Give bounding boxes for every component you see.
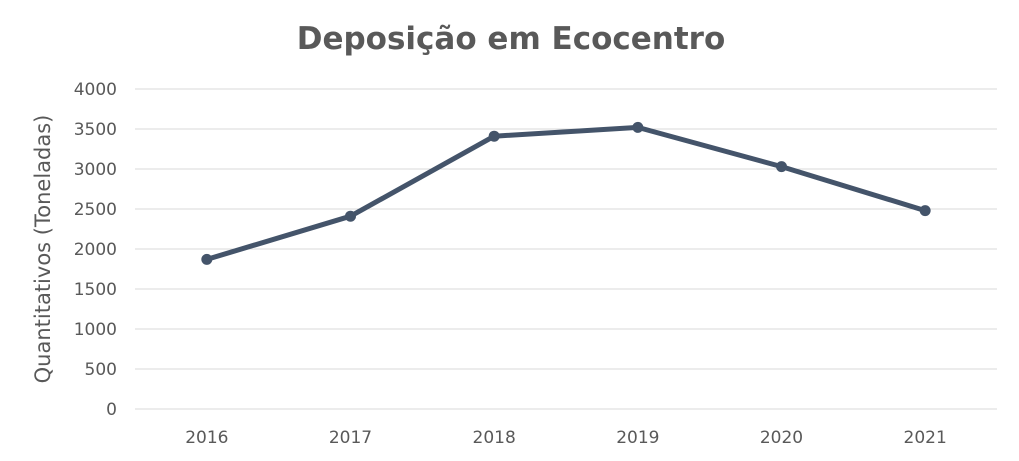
x-axis-ticks: 2016 2017 2018 2019 2020 2021 xyxy=(185,428,947,448)
y-tick-label: 1500 xyxy=(74,280,117,300)
data-point xyxy=(345,210,356,222)
y-axis-label: Quantitativos (Toneladas) xyxy=(31,115,55,384)
series-line xyxy=(204,124,928,262)
chart-title: Deposição em Ecocentro xyxy=(297,21,726,57)
data-point xyxy=(632,121,644,133)
y-tick-label: 500 xyxy=(85,360,117,380)
x-tick-label: 2021 xyxy=(904,428,947,448)
y-tick-label: 0 xyxy=(106,400,117,420)
series-layer xyxy=(201,121,931,265)
y-tick-label: 4000 xyxy=(74,80,117,100)
x-tick-label: 2016 xyxy=(185,428,228,448)
y-tick-label: 1000 xyxy=(74,320,117,340)
gridlines xyxy=(135,88,997,410)
y-tick-label: 3500 xyxy=(74,120,117,140)
x-tick-label: 2020 xyxy=(760,428,803,448)
y-tick-label: 2000 xyxy=(74,240,117,260)
y-tick-label: 2500 xyxy=(74,200,117,220)
x-tick-label: 2019 xyxy=(616,428,659,448)
data-point xyxy=(201,253,213,265)
data-point xyxy=(488,130,500,142)
x-tick-label: 2018 xyxy=(473,428,516,448)
y-axis-ticks: 0 500 1000 1500 2000 2500 3000 3500 4000 xyxy=(74,80,117,420)
data-point xyxy=(776,161,787,173)
data-point xyxy=(919,205,931,217)
x-tick-label: 2017 xyxy=(329,428,372,448)
y-tick-label: 3000 xyxy=(74,160,117,180)
